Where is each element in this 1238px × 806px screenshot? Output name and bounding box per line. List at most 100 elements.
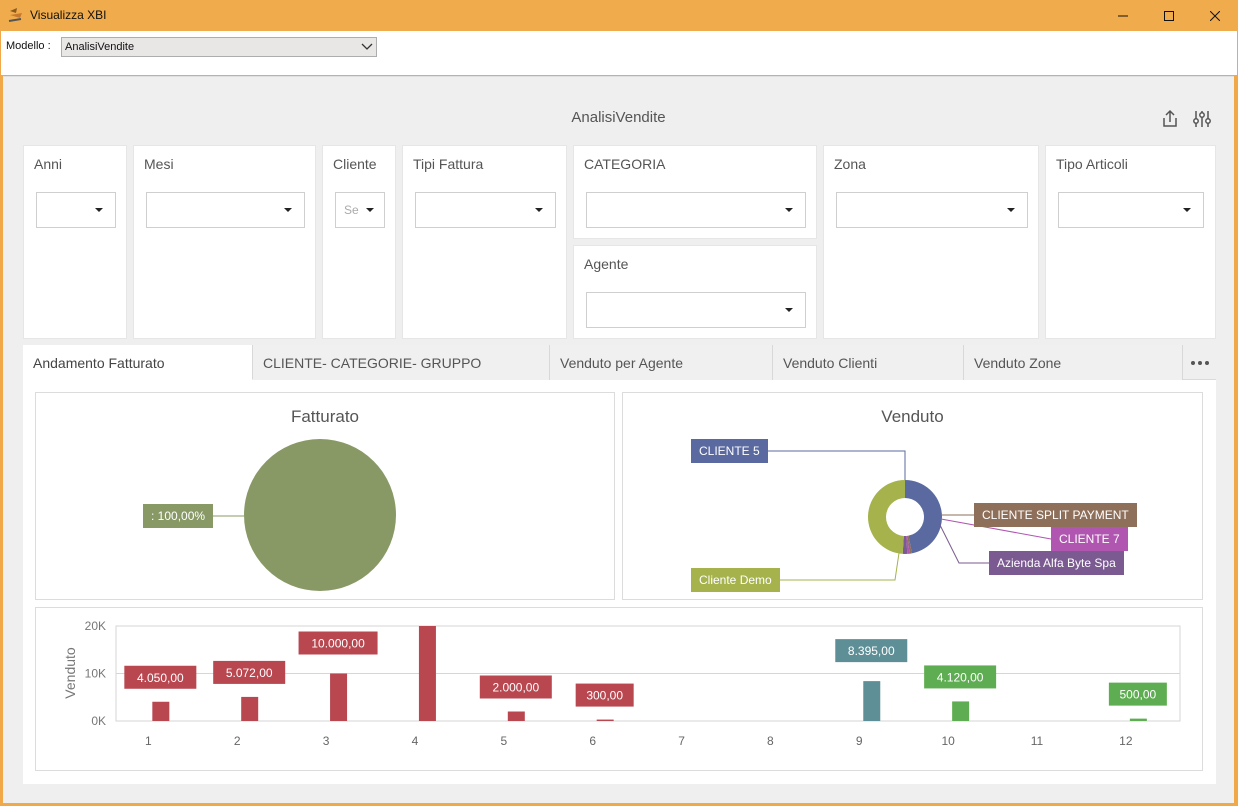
- tab-venduto-per-agente[interactable]: Venduto per Agente: [550, 345, 773, 380]
- bar-1: [152, 701, 170, 721]
- filter-categoria: CATEGORIA: [573, 145, 817, 239]
- x-tick-label: 2: [234, 734, 241, 748]
- filter-tipo-articoli: Tipo Articoli: [1045, 145, 1216, 339]
- bar-data-label-bg: [1108, 682, 1167, 706]
- more-icon-dot: [1197, 360, 1202, 365]
- fatturato-chart: Fatturato : 100,00%: [35, 392, 615, 600]
- bar-data-label: 8.395,00: [835, 639, 908, 663]
- bar-10: [952, 701, 970, 721]
- y-tick-label: 10K: [85, 667, 106, 681]
- model-select-toggle[interactable]: [357, 38, 376, 56]
- fatturato-pie: [213, 439, 396, 591]
- x-tick-label: 12: [1119, 734, 1133, 748]
- donut-slice-1: [907, 535, 912, 554]
- bar-data-label: 300,00: [575, 683, 634, 707]
- donut-label-cliente-7: CLIENTE 7: [1051, 527, 1128, 551]
- tab-cliente-categorie-gruppo[interactable]: CLIENTE- CATEGORIE- GRUPPO: [253, 345, 550, 380]
- venduto-donut: [765, 450, 1052, 581]
- dropdown-arrow-icon: [1183, 208, 1191, 212]
- filter-cliente: Cliente Se: [322, 145, 396, 339]
- filter-zona: Zona: [823, 145, 1039, 339]
- more-icon: [1190, 360, 1195, 365]
- filter-cliente-title: Cliente: [333, 156, 377, 172]
- bar-6: [596, 719, 614, 721]
- donut-leader-line-4: [779, 552, 900, 581]
- donut-label-cliente-demo: Cliente Demo: [691, 568, 780, 592]
- filter-agente: Agente: [573, 245, 817, 339]
- donut-label-cliente-5: CLIENTE 5: [691, 439, 768, 463]
- model-select-value: AnalisiVendite: [65, 41, 135, 53]
- model-bar: Modello : AnalisiVendite: [1, 31, 1237, 75]
- tab-venduto-clienti[interactable]: Venduto Clienti: [773, 345, 964, 380]
- bar-data-label-bg: [575, 683, 634, 707]
- donut-slice-0: [905, 480, 942, 554]
- filter-mesi-combo[interactable]: [146, 192, 305, 228]
- y-tick-label: 0K: [91, 714, 106, 728]
- bar-data-label: 2.000,00: [479, 675, 552, 699]
- bar-data-label-text: 8.395,00: [848, 644, 895, 658]
- dashboard: AnalisiVendite Anni Mesi Cliente Se Tipi…: [3, 76, 1234, 803]
- maximize-icon: [1164, 10, 1174, 21]
- bar-data-label-bg: [479, 675, 552, 699]
- filter-tipi-fattura-combo[interactable]: [415, 192, 556, 228]
- close-icon: [1210, 10, 1220, 21]
- venduto-chart-title: Venduto: [881, 407, 944, 426]
- filter-zona-title: Zona: [834, 156, 866, 172]
- export-icon[interactable]: [1160, 109, 1180, 129]
- filter-anni: Anni: [23, 145, 127, 339]
- filter-tipi-fattura: Tipi Fattura: [402, 145, 567, 339]
- fatturato-slice-label: : 100,00%: [143, 504, 214, 528]
- more-tabs-button[interactable]: [1183, 345, 1216, 380]
- dropdown-arrow-icon: [785, 208, 793, 212]
- tab-venduto-zone[interactable]: Venduto Zone: [964, 345, 1183, 380]
- tab-andamento-fatturato[interactable]: Andamento Fatturato: [23, 345, 253, 380]
- dropdown-arrow-icon: [366, 208, 374, 212]
- filter-mesi: Mesi: [133, 145, 316, 339]
- donut-label-azienda-alfa: Azienda Alfa Byte Spa: [989, 551, 1124, 575]
- venduto-chart: Venduto CLIENTE 5 CLIENTE SPLIT PAYMENT …: [622, 392, 1203, 600]
- bar-data-label: 4.120,00: [924, 665, 997, 689]
- bar-data-label: 4.050,00: [124, 665, 197, 689]
- filter-tipo-articoli-title: Tipo Articoli: [1056, 156, 1128, 172]
- x-tick-label: 6: [589, 734, 596, 748]
- donut-leader-line-2: [940, 518, 1052, 540]
- filter-categoria-combo[interactable]: [586, 192, 806, 228]
- filter-agente-combo[interactable]: [586, 292, 806, 328]
- bar-data-label: 10.000,00: [298, 631, 378, 655]
- tab-bar: Andamento Fatturato CLIENTE- CATEGORIE- …: [23, 345, 1216, 380]
- donut-slice-3: [902, 535, 908, 554]
- dropdown-arrow-icon: [535, 208, 543, 212]
- close-button[interactable]: [1192, 0, 1238, 31]
- bar-2: [241, 696, 259, 721]
- filter-anni-combo[interactable]: [36, 192, 116, 228]
- x-tick-label: 3: [323, 734, 330, 748]
- dropdown-arrow-icon: [1007, 208, 1015, 212]
- minimize-button[interactable]: [1100, 0, 1146, 31]
- minimize-icon: [1118, 15, 1128, 16]
- filter-cliente-combo[interactable]: Se: [335, 192, 385, 228]
- bar-data-label-text: 10.000,00: [311, 637, 365, 651]
- maximize-button[interactable]: [1146, 0, 1192, 31]
- filter-zona-combo[interactable]: [836, 192, 1028, 228]
- model-select[interactable]: AnalisiVendite: [61, 37, 377, 57]
- fatturato-chart-title: Fatturato: [290, 407, 360, 426]
- bar-4: [418, 626, 436, 721]
- more-icon-dot: [1204, 360, 1209, 365]
- tab-content: Fatturato : 100,00% Venduto CLIENTE 5 CL…: [23, 380, 1216, 784]
- donut-leader-line-3: [938, 522, 989, 564]
- x-tick-label: 5: [500, 734, 507, 748]
- bar-data-label: 5.072,00: [213, 660, 286, 684]
- filter-mesi-title: Mesi: [144, 156, 174, 172]
- x-tick-label: 10: [941, 734, 955, 748]
- x-tick-label: 7: [678, 734, 685, 748]
- bar-data-label-bg: [298, 631, 378, 655]
- parameters-icon[interactable]: [1192, 109, 1212, 129]
- fatturato-pie-slice: [244, 439, 396, 591]
- filter-cliente-value: Se: [344, 203, 359, 217]
- filter-categoria-title: CATEGORIA: [584, 156, 666, 172]
- x-tick-label: 1: [145, 734, 152, 748]
- app-logo-icon: [8, 8, 22, 22]
- bar-data-label-bg: [124, 665, 197, 689]
- bar-data-label-bg: [924, 665, 997, 689]
- filter-tipo-articoli-combo[interactable]: [1058, 192, 1204, 228]
